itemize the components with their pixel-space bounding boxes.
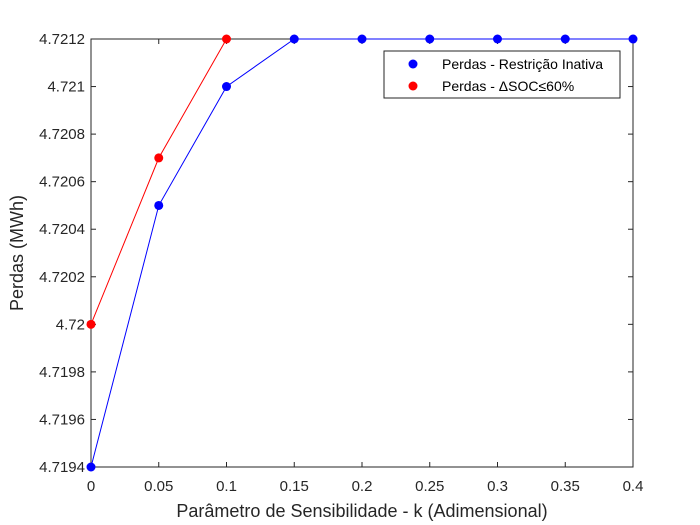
x-tick-label: 0.15 — [280, 478, 309, 495]
y-tick-label: 4.721 — [47, 79, 85, 96]
x-axis-ticks: 0 0.05 0.1 0.15 0.2 0.25 0.3 0.35 0.4 — [87, 39, 644, 495]
x-tick-label: 0.1 — [216, 478, 237, 495]
x-tick-label: 0.2 — [352, 478, 373, 495]
x-tick-label: 0 — [87, 478, 95, 495]
x-tick-label: 0.3 — [487, 478, 508, 495]
legend-marker-dsoc-60 — [408, 81, 418, 91]
data-point-series-1 — [154, 153, 164, 163]
y-tick-label: 4.7204 — [39, 221, 85, 238]
data-point-series-0 — [289, 34, 299, 44]
data-point-series-0 — [154, 200, 164, 210]
legend-box — [383, 50, 621, 99]
legend-label-restricao-inativa: Perdas - Restrição Inativa — [442, 56, 603, 72]
y-tick-label: 4.7202 — [39, 269, 85, 286]
x-tick-label: 0.35 — [551, 478, 580, 495]
data-point-series-0 — [560, 34, 570, 44]
y-tick-label: 4.7194 — [39, 459, 85, 476]
plot-area — [90, 38, 634, 468]
y-tick-label: 4.7198 — [39, 364, 85, 381]
data-point-series-0 — [222, 82, 231, 92]
y-tick-label: 4.7208 — [39, 126, 85, 143]
data-point-series-0 — [357, 34, 367, 44]
legend: Perdas - Restrição Inativa Perdas - ΔSOC… — [383, 50, 621, 99]
legend-label-dsoc-60: Perdas - ΔSOC≤60% — [442, 78, 574, 94]
legend-marker-restricao-inativa — [408, 59, 418, 69]
data-point-series-0 — [425, 34, 435, 44]
data-point-series-1 — [222, 34, 231, 44]
data-point-series-0 — [628, 34, 638, 44]
x-tick-label: 0.25 — [415, 478, 444, 495]
y-axis-ticks: 4.7194 4.7196 4.7198 4.72 4.7202 4.7204 4.7206… — [39, 31, 633, 476]
y-tick-label: 4.7206 — [39, 174, 85, 191]
x-axis-label: Parâmetro de Sensibilidade - k (Adimensi… — [176, 501, 547, 521]
data-point-series-0 — [86, 462, 96, 472]
x-tick-label: 0.05 — [144, 478, 173, 495]
data-point-series-0 — [493, 34, 502, 44]
x-tick-label: 0.4 — [623, 478, 644, 495]
y-axis-label: Perdas (MWh) — [7, 195, 27, 311]
series-layer — [86, 34, 638, 472]
y-tick-label: 4.72 — [56, 316, 85, 333]
y-tick-label: 4.7212 — [39, 31, 85, 48]
data-point-series-1 — [86, 319, 96, 329]
y-tick-label: 4.7196 — [39, 411, 85, 428]
